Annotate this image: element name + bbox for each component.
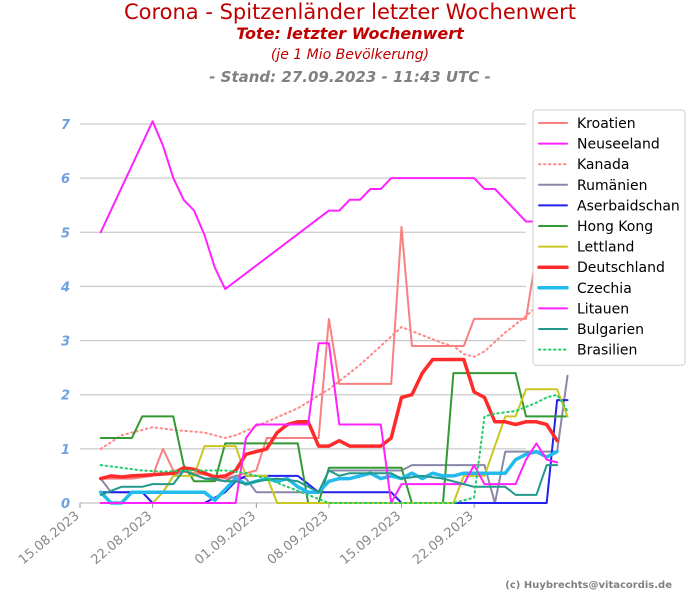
series-line-kanada (99, 285, 569, 450)
y-tick-label: 5 (61, 226, 70, 241)
chart-date-stamp: - Stand: 27.09.2023 - 11:43 UTC - (209, 68, 491, 86)
series-line-bulgarien (99, 464, 559, 496)
y-tick-label: 1 (61, 443, 70, 458)
x-tick-label: 01.09.2023 (192, 509, 259, 568)
y-tick-label: 6 (61, 172, 70, 187)
legend-box (532, 109, 686, 366)
legend-label: Litauen (577, 301, 629, 317)
legend-label: Kanada (577, 157, 629, 173)
legend-label: Brasilien (577, 343, 637, 359)
y-tick-label: 3 (61, 335, 70, 350)
x-tick-label: 22.08.2023 (89, 509, 156, 568)
legend-label: Neuseeland (577, 137, 660, 153)
x-tick-label: 15.09.2023 (337, 509, 404, 568)
legend-label: Lettland (577, 240, 634, 256)
series-line-deutschland (98, 357, 559, 481)
y-tick-label: 4 (60, 280, 70, 295)
series-line-litauen (99, 342, 559, 504)
y-tick-label: 2 (61, 389, 70, 404)
y-tick-label: 0 (61, 497, 70, 512)
legend-label: Czechia (577, 281, 632, 297)
series-line-brasilien (99, 393, 569, 504)
chart-title: Corona - Spitzenländer letzter Wochenwer… (123, 0, 577, 24)
series-line-czechia (98, 449, 559, 505)
legend-label: Hong Kong (577, 219, 653, 235)
y-tick-label: 7 (61, 118, 71, 133)
x-tick-label: 08.09.2023 (265, 509, 332, 568)
legend-label: Aserbaidschan (577, 198, 680, 214)
series-line-hong-kong (99, 372, 569, 504)
series-line-neuseeland (99, 120, 559, 291)
x-tick-label: 15.08.2023 (16, 509, 83, 568)
legend-label: Bulgarien (577, 322, 644, 338)
copyright-credit: (c) Huybrechts@vitacordis.de (505, 580, 672, 591)
chart-subtitle: Tote: letzter Wochenwert (236, 24, 464, 43)
chart-note: (je 1 Mio Bevölkerung) (270, 47, 430, 63)
legend-label: Rumänien (577, 178, 647, 194)
x-tick-label: 22.09.2023 (410, 509, 477, 568)
series-line-kroatien (99, 225, 548, 480)
legend-label: Kroatien (577, 116, 636, 132)
legend-label: Deutschland (577, 260, 665, 276)
